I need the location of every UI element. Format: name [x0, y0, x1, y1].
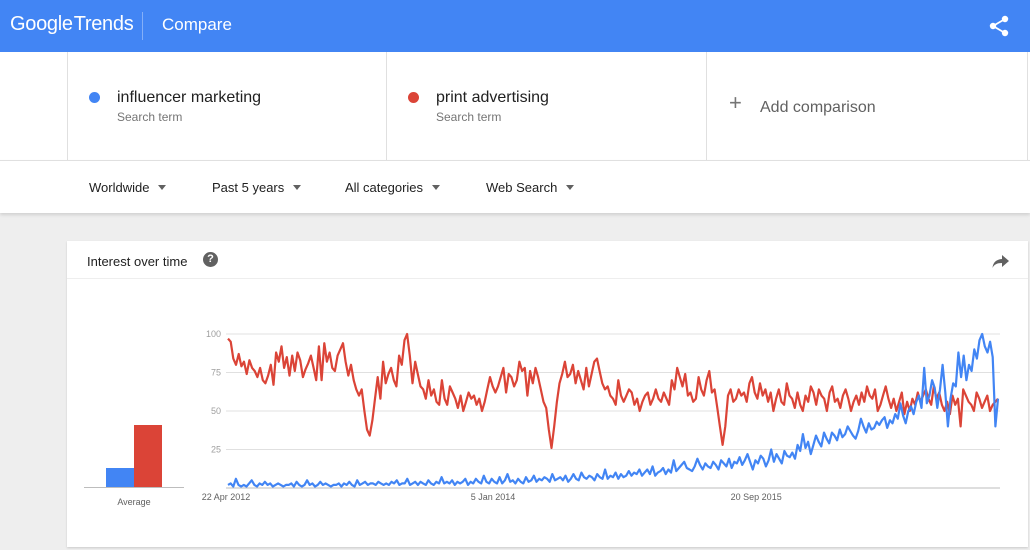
google-trends-logo[interactable]: GoogleTrends — [10, 13, 134, 36]
chevron-down-icon — [566, 185, 575, 191]
logo-trends-text: Trends — [73, 13, 134, 35]
x-tick-label: 20 Sep 2015 — [731, 492, 782, 502]
comparison-terms: influencer marketing Search term print a… — [0, 52, 1030, 160]
help-icon[interactable]: ? — [203, 252, 218, 267]
term-name: influencer marketing — [117, 89, 262, 106]
page-title: Compare — [162, 15, 232, 34]
average-bar-influencer-marketing — [106, 468, 134, 488]
term-card-influencer-marketing[interactable]: influencer marketing Search term — [67, 52, 387, 160]
category-value: All categories — [345, 180, 424, 195]
time-range-value: Past 5 years — [212, 180, 285, 195]
interest-over-time-card: Interest over time ? Average 25 50 75 100 22… — [67, 241, 1028, 547]
term-type-label: Search term — [436, 110, 502, 124]
average-bar-print-advertising — [134, 425, 162, 488]
search-type-value: Web Search — [486, 180, 558, 195]
filter-bar: Worldwide Past 5 years All categories We… — [0, 160, 1030, 213]
y-tick-label: 75 — [211, 368, 221, 378]
term-color-dot — [408, 92, 419, 103]
average-axis — [84, 487, 184, 488]
interest-over-time-chart[interactable]: 25 50 75 100 22 Apr 2012 5 Jan 2014 20 Sep 201… — [67, 279, 1028, 547]
y-tick-label: 100 — [206, 329, 221, 339]
average-chart: Average — [84, 341, 184, 507]
term-color-dot — [89, 92, 100, 103]
top-app-bar: GoogleTrends Compare — [0, 0, 1030, 52]
chevron-down-icon — [432, 185, 441, 191]
average-label: Average — [117, 497, 151, 507]
search-type-dropdown[interactable]: Web Search — [486, 180, 575, 195]
time-range-dropdown[interactable]: Past 5 years — [212, 180, 302, 195]
add-comparison-label: Add comparison — [760, 99, 876, 116]
card-header: Interest over time ? — [67, 241, 1028, 279]
share-icon[interactable] — [988, 14, 1010, 38]
term-card-print-advertising[interactable]: print advertising Search term — [386, 52, 706, 160]
term-name: print advertising — [436, 89, 549, 106]
x-tick-label: 22 Apr 2012 — [202, 492, 251, 502]
region-dropdown[interactable]: Worldwide — [89, 180, 167, 195]
chevron-down-icon — [158, 185, 167, 191]
region-value: Worldwide — [89, 180, 150, 195]
card-title: Interest over time — [87, 254, 188, 269]
header-divider — [142, 12, 143, 40]
embed-arrow-icon[interactable] — [992, 253, 1010, 269]
add-comparison-button[interactable]: + Add comparison — [706, 52, 1028, 160]
y-tick-label: 25 — [211, 445, 221, 455]
plus-icon: + — [729, 90, 742, 115]
series-line-print-advertising — [227, 332, 999, 450]
term-type-label: Search term — [117, 110, 183, 124]
series-line-influencer-marketing — [227, 332, 1000, 488]
category-dropdown[interactable]: All categories — [345, 180, 441, 195]
y-tick-label: 50 — [211, 406, 221, 416]
chevron-down-icon — [293, 185, 302, 191]
logo-google-text: Google — [10, 13, 73, 35]
x-tick-label: 5 Jan 2014 — [471, 492, 516, 502]
